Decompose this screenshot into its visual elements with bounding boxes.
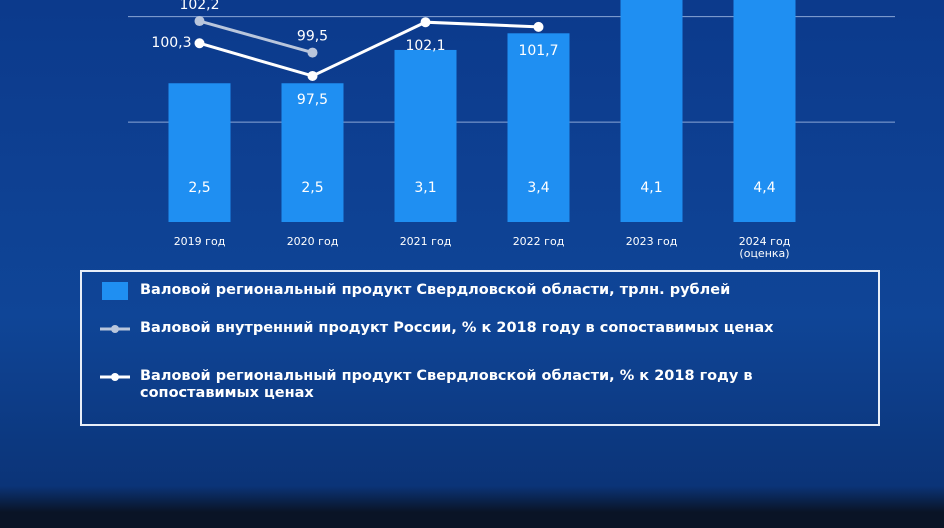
x-tick-label: 2023 год [625,235,678,248]
bar-value-label: 3,4 [527,180,549,196]
bar [733,0,796,222]
bar-value-label: 2,5 [188,180,210,196]
legend-swatch-dot [111,325,119,333]
line-value-label: 99,5 [297,29,328,45]
x-tick-label: 2024 год (оценка) [738,235,791,260]
bar-value-label: 2,5 [301,180,323,196]
bar [507,33,570,222]
line-marker [307,70,318,81]
x-tick-label: 2021 год [399,235,452,248]
bar [394,49,457,223]
line-value-label: 101,7 [518,43,558,59]
bar-value-label: 3,1 [414,180,436,196]
legend-label: Валовой внутренний продукт России, % к 2… [140,320,774,336]
bar [281,83,344,222]
x-tick-label: 2020 год [286,235,339,248]
line-marker [194,38,205,49]
line-value-label: 102,2 [179,0,219,13]
line [199,20,539,78]
x-tick-label: 2019 год [173,235,226,248]
bar-value-label: 4,4 [753,180,775,196]
bar-value-label: 4,1 [640,180,662,196]
legend: Валовой региональный продукт Свердловско… [80,270,880,426]
bar [620,0,683,223]
legend-swatch [102,282,128,300]
x-tick-label: 2022 год [512,235,565,248]
line-value-label: 102,1 [405,38,445,54]
line-marker [194,16,205,27]
bar [168,83,231,222]
legend-swatch [100,325,130,333]
line [199,19,313,55]
legend-swatch-dot [111,373,119,381]
line-marker [307,47,318,58]
line-value-label: 100,3 [151,35,191,51]
line-marker [533,21,544,32]
line-marker [420,17,431,28]
legend-swatch-box [102,282,128,300]
legend-label: Валовой региональный продукт Свердловско… [140,368,753,401]
legend-swatch [100,373,130,381]
line-value-label: 97,5 [297,92,328,108]
legend-label: Валовой региональный продукт Свердловско… [140,282,731,298]
